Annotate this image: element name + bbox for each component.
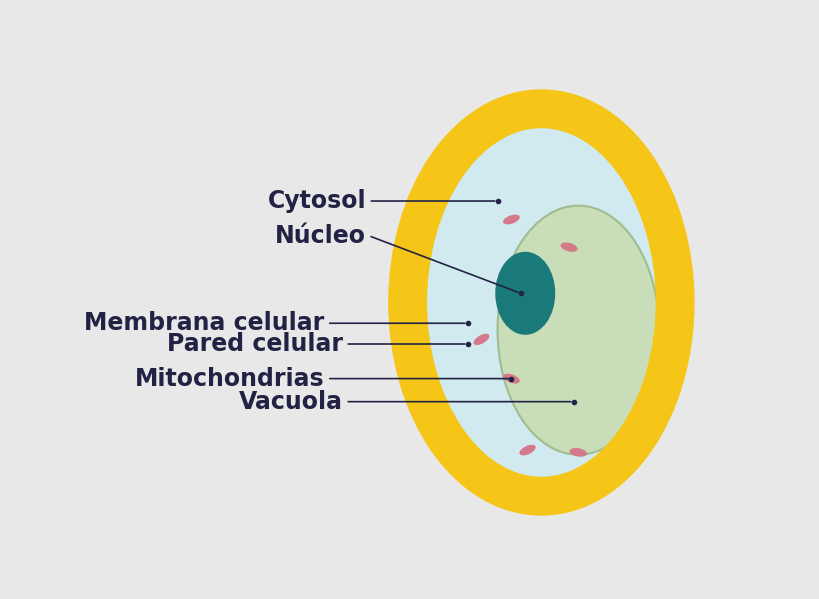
Ellipse shape	[497, 205, 658, 455]
Ellipse shape	[495, 252, 554, 335]
Text: Núcleo: Núcleo	[275, 223, 366, 247]
Ellipse shape	[560, 243, 577, 252]
Text: Pared celular: Pared celular	[167, 332, 342, 356]
Ellipse shape	[410, 111, 672, 494]
Text: Cytosol: Cytosol	[267, 189, 366, 213]
Ellipse shape	[569, 448, 586, 457]
Ellipse shape	[473, 334, 489, 345]
Ellipse shape	[502, 214, 519, 225]
Ellipse shape	[518, 445, 535, 455]
Ellipse shape	[502, 374, 519, 383]
Text: Mitochondrias: Mitochondrias	[135, 367, 324, 391]
Text: Vacuola: Vacuola	[239, 390, 342, 414]
Text: Membrana celular: Membrana celular	[84, 311, 324, 335]
